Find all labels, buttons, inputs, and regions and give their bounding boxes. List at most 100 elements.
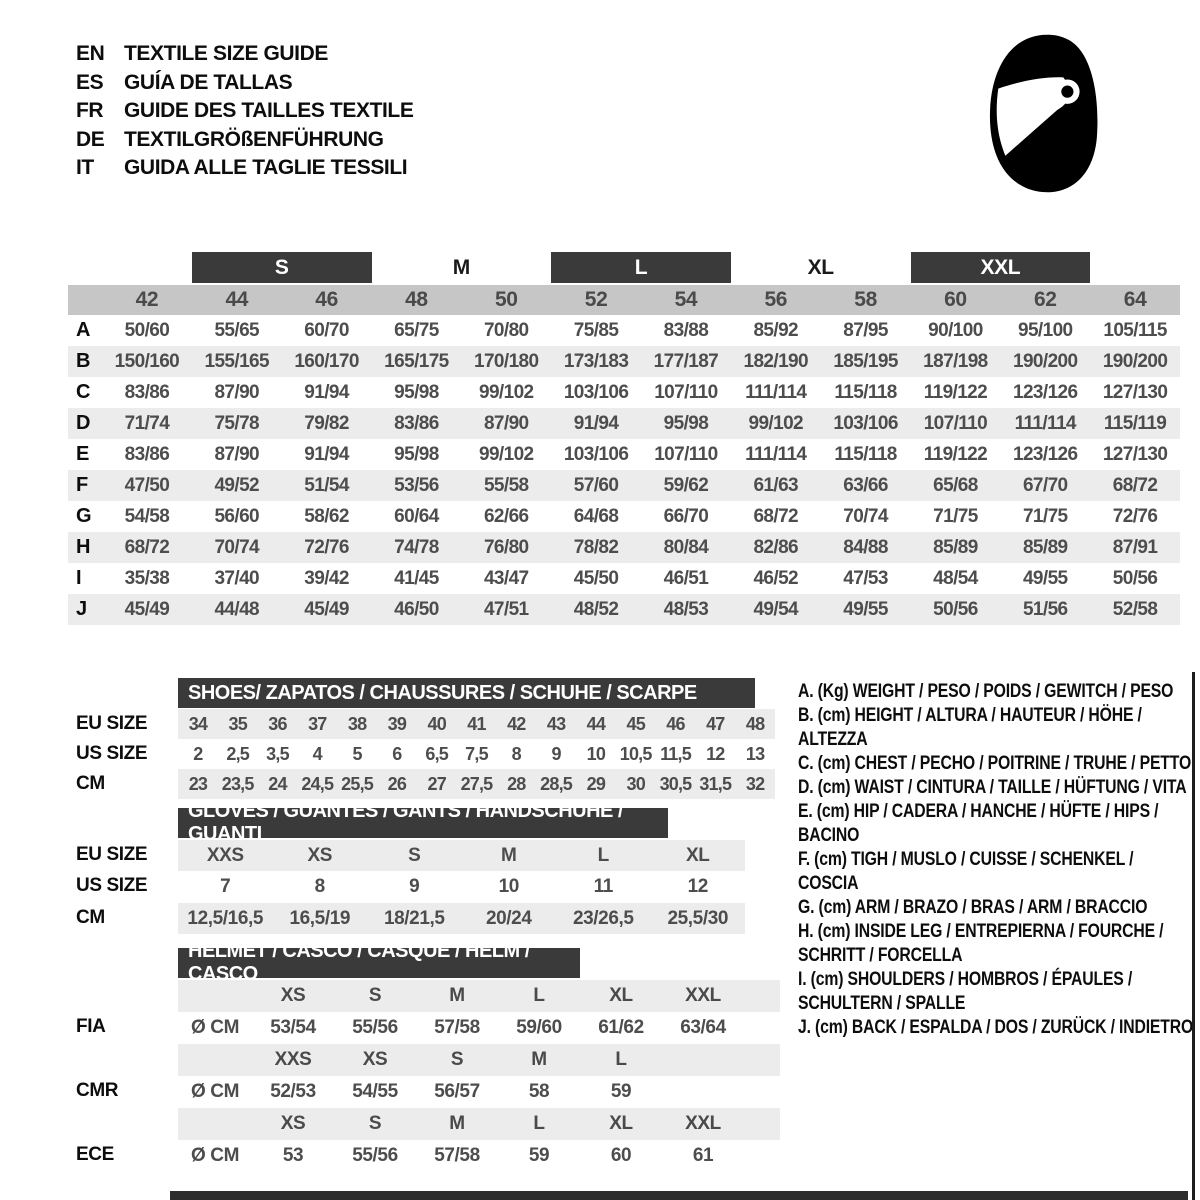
- measurement-cell: 44/48: [214, 598, 260, 620]
- helmet-values-row-2: Ø CM 53 55/56 57/58 59 60 61: [178, 1140, 780, 1172]
- shoes-size-cell: 48: [745, 713, 765, 734]
- shoes-size-cell: 47: [706, 713, 725, 734]
- shoes-size-cell: 38: [347, 713, 367, 734]
- shoes-us-row: 2 2,5 3,5 4 5 6 6,5 7,5 8 9 10 10,5 11,5 12 13: [178, 739, 775, 769]
- measurement-cell: 85/89: [933, 536, 978, 558]
- size-label: 42: [135, 288, 159, 311]
- measurement-cell: 115/119: [1103, 412, 1167, 434]
- helmet-size-label: S: [450, 1049, 464, 1070]
- size-label: 52: [584, 288, 608, 311]
- helmet-sizes-row-2: XS S M L XL XXL: [178, 1108, 780, 1140]
- gloves-size-cell: XL: [686, 844, 710, 866]
- helmet-values-row-1: Ø CM 52/53 54/55 56/57 58 59: [178, 1076, 780, 1108]
- measurement-cell: 87/91: [1112, 536, 1158, 558]
- gloves-size-cell: 12,5/16,5: [187, 907, 264, 929]
- legend-item: E. (cm) HIP / CADERA / HANCHE / HÜFTE / …: [798, 801, 1159, 846]
- measurement-cell: 85/92: [753, 319, 799, 341]
- measurement-cell: 83/86: [124, 381, 170, 403]
- shoes-size-cell: 34: [188, 713, 208, 734]
- measurement-cell: 53/56: [394, 474, 439, 496]
- size-label: 64: [1123, 288, 1147, 311]
- legend-list: A. (Kg) WEIGHT / PESO / POIDS / GEWITCH …: [798, 680, 1196, 1040]
- measurement-cell: 68/72: [1112, 474, 1158, 496]
- legend-item: C. (cm) CHEST / PECHO / POITRINE / TRUHE…: [798, 753, 1192, 774]
- gloves-size-cell: 7: [220, 875, 231, 897]
- measurement-cell: 111/114: [745, 443, 807, 465]
- measurement-cell: 87/90: [214, 443, 260, 465]
- helmet-standard-ece: ECE: [76, 1144, 114, 1165]
- measurement-cell: 51/54: [304, 474, 349, 496]
- helmet-value-cell: 59: [528, 1145, 550, 1166]
- helmet-value-cell: 57/58: [434, 1145, 480, 1166]
- textile-row: B 150/160 155/165 160/170 165/175 170/180 173/…: [68, 346, 1180, 377]
- shoes-size-cell: 26: [387, 773, 407, 794]
- measurement-cell: 103/106: [563, 443, 629, 465]
- size-group-s: S: [191, 252, 372, 283]
- measurement-cell: 39/42: [304, 567, 349, 589]
- shoes-size-cell: 2,5: [226, 743, 249, 764]
- measurement-cell: 95/98: [394, 443, 439, 465]
- shoes-size-cell: 24: [268, 773, 287, 794]
- measurement-cell: 87/95: [843, 319, 888, 341]
- shoes-us-label: US SIZE: [76, 743, 148, 764]
- shoes-size-cell: 43: [546, 713, 566, 734]
- shoes-size-cell: 36: [268, 713, 287, 734]
- measurement-cell: 72/76: [304, 536, 349, 558]
- row-label: A: [76, 319, 91, 341]
- measurement-cell: 173/183: [563, 350, 629, 372]
- gloves-size-cell: XS: [307, 844, 333, 866]
- empty-cell: [178, 1108, 252, 1140]
- shoes-size-cell: 31,5: [699, 773, 732, 794]
- measurement-cell: 62/66: [483, 505, 529, 527]
- helmet-value-cell: 53/54: [270, 1017, 316, 1038]
- helmet-size-label: L: [615, 1049, 627, 1070]
- language-row: ES GUÍA DE TALLAS: [76, 69, 413, 98]
- legend-item: I. (cm) SHOULDERS / HOMBROS / ÉPAULES / …: [798, 969, 1133, 1014]
- size-group-l: L: [551, 252, 731, 283]
- measurement-cell: 68/72: [124, 536, 170, 558]
- gloves-size-cell: 23/26,5: [572, 907, 634, 929]
- shoes-cm-label: CM: [76, 773, 105, 794]
- measurement-cell: 74/78: [394, 536, 439, 558]
- helmet-value-cell: 56/57: [434, 1081, 480, 1102]
- size-group-xl: XL: [807, 255, 834, 279]
- gloves-cm-label: CM: [76, 907, 105, 928]
- helmet-value-cell: 59: [610, 1081, 632, 1102]
- racing-helmet-graphic: [989, 34, 1098, 193]
- helmet-section-title: HELMET / CASCO / CASQUE / HELM / CASCO: [178, 940, 580, 985]
- measurement-cell: 75/78: [214, 412, 260, 434]
- measurement-cell: 57/60: [573, 474, 619, 496]
- language-label: TEXTILE SIZE GUIDE: [124, 42, 328, 65]
- helmet-value-cell: 63/64: [680, 1017, 726, 1038]
- measurement-cell: 60/64: [394, 505, 439, 527]
- helmet-value-cell: 61: [692, 1145, 714, 1166]
- measurement-cell: 95/98: [394, 381, 439, 403]
- language-code: ES: [76, 70, 104, 94]
- measurement-cell: 75/85: [573, 319, 619, 341]
- measurement-cell: 52/58: [1112, 598, 1158, 620]
- row-label: F: [76, 474, 88, 496]
- language-label: TEXTILGRÖßENFÜHRUNG: [124, 127, 384, 151]
- measurement-cell: 84/88: [843, 536, 888, 558]
- shoes-size-cell: 10: [586, 743, 606, 764]
- measurement-cell: 56/60: [214, 505, 260, 527]
- measurement-cell: 49/52: [214, 474, 260, 496]
- measurement-cell: 99/102: [478, 381, 534, 403]
- measurement-cell: 83/86: [394, 412, 439, 434]
- shoes-size-cell: 5: [352, 743, 362, 764]
- language-label: GUIDA ALLE TAGLIE TESSILI: [124, 156, 408, 179]
- measurement-cell: 103/106: [563, 381, 629, 403]
- shoes-eu-label: EU SIZE: [76, 713, 148, 734]
- shoes-size-cell: 42: [507, 713, 526, 734]
- gloves-us-label: US SIZE: [76, 875, 148, 896]
- textile-row: I 35/38 37/40 39/42 41/45 43/47 45/50 46/51 46/5…: [68, 563, 1180, 594]
- measurement-cell: 190/200: [1102, 350, 1168, 372]
- gloves-size-cell: 10: [498, 875, 520, 897]
- helmet-size-label: M: [449, 985, 465, 1006]
- gloves-size-cell: 25,5/30: [667, 907, 729, 929]
- measurement-cell: 65/75: [394, 319, 439, 341]
- measurement-cell: 155/165: [204, 350, 270, 372]
- language-row: EN TEXTILE SIZE GUIDE: [76, 40, 413, 69]
- measurement-cell: 177/187: [653, 350, 719, 372]
